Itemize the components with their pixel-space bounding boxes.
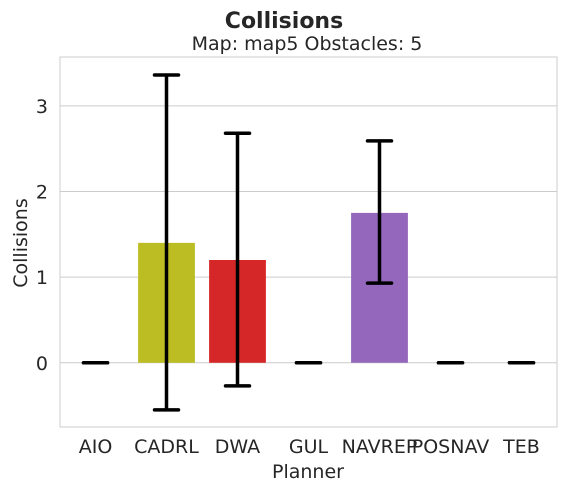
bars bbox=[67, 212, 550, 363]
chart-title: Collisions bbox=[225, 9, 343, 34]
y-tick-label: 3 bbox=[36, 96, 48, 118]
plot-frame bbox=[59, 56, 558, 428]
x-tick-label-posnav: POSNAV bbox=[412, 436, 489, 458]
x-tick-label-dwa: DWA bbox=[215, 436, 260, 458]
x-tick-label-teb: TEB bbox=[502, 436, 540, 458]
y-tick-label: 0 bbox=[36, 353, 48, 375]
x-tick-label-aio: AIO bbox=[79, 436, 113, 458]
x-tick-label-cadrl: CADRL bbox=[134, 436, 199, 458]
error-bars bbox=[81, 73, 536, 412]
chart-subtitle: Map: map5 Obstacles: 5 bbox=[192, 33, 423, 55]
y-tick-label: 1 bbox=[36, 267, 48, 289]
y-axis-label: Collisions bbox=[10, 198, 32, 287]
y-tick-labels: 0 1 2 3 bbox=[36, 96, 48, 375]
x-tick-label-gul: GUL bbox=[289, 436, 329, 458]
x-tick-label-navrep: NAVREP bbox=[342, 436, 418, 458]
x-axis-label: Planner bbox=[272, 461, 344, 483]
y-tick-label: 2 bbox=[36, 181, 48, 203]
grid-lines bbox=[60, 105, 557, 364]
